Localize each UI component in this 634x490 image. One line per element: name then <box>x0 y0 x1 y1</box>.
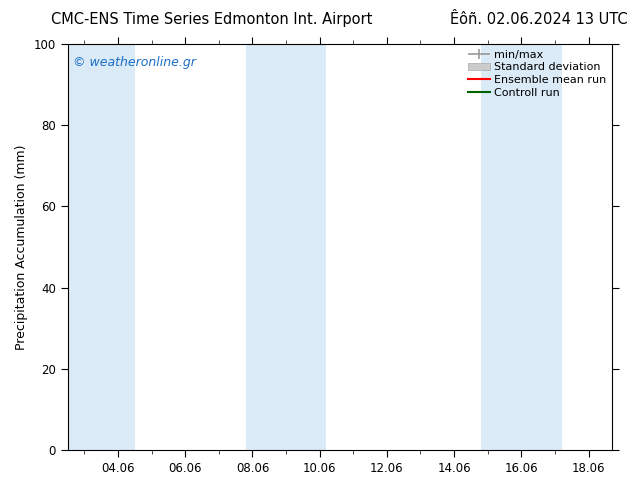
Bar <box>481 44 562 450</box>
Legend: min/max, Standard deviation, Ensemble mean run, Controll run: min/max, Standard deviation, Ensemble me… <box>465 48 609 100</box>
Text: Êôñ. 02.06.2024 13 UTC: Êôñ. 02.06.2024 13 UTC <box>450 12 628 27</box>
Bar <box>246 44 327 450</box>
Text: CMC-ENS Time Series Edmonton Int. Airport: CMC-ENS Time Series Edmonton Int. Airpor… <box>51 12 372 27</box>
Bar <box>68 44 135 450</box>
Y-axis label: Precipitation Accumulation (mm): Precipitation Accumulation (mm) <box>15 145 28 350</box>
Text: © weatheronline.gr: © weatheronline.gr <box>73 56 196 69</box>
